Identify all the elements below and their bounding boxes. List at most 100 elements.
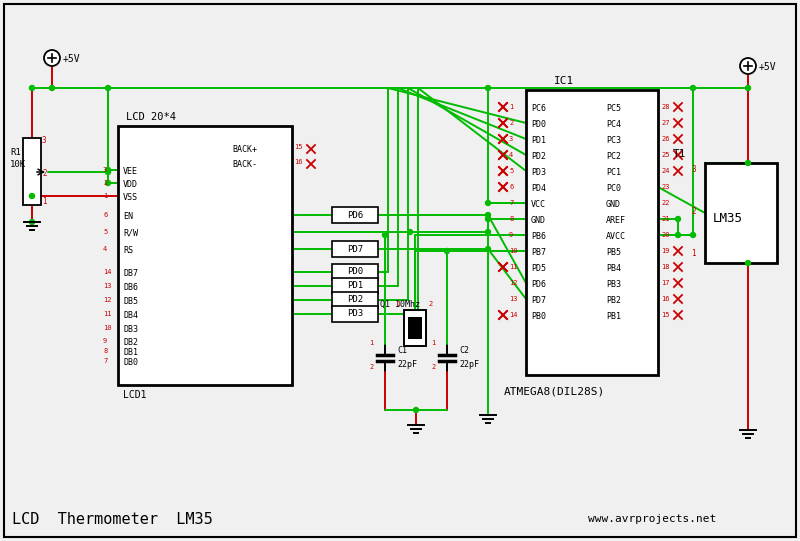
Text: 5: 5 bbox=[103, 229, 107, 235]
Text: R1: R1 bbox=[10, 148, 21, 157]
Bar bbox=[23, 138, 41, 205]
Text: 9: 9 bbox=[103, 338, 107, 344]
Text: PC4: PC4 bbox=[606, 120, 621, 129]
Text: LCD  Thermometer  LM35: LCD Thermometer LM35 bbox=[12, 511, 213, 526]
Text: 27: 27 bbox=[661, 120, 670, 126]
Bar bbox=[332, 264, 378, 280]
Text: 26: 26 bbox=[661, 136, 670, 142]
Text: 17: 17 bbox=[661, 280, 670, 286]
Text: 25: 25 bbox=[661, 152, 670, 158]
Text: LM35: LM35 bbox=[713, 212, 743, 225]
Text: PB1: PB1 bbox=[606, 312, 621, 321]
Circle shape bbox=[382, 233, 387, 237]
Text: 4: 4 bbox=[103, 246, 107, 252]
Text: DB1: DB1 bbox=[123, 348, 138, 357]
Bar bbox=[118, 126, 292, 385]
Text: PD1: PD1 bbox=[347, 281, 363, 291]
Text: PD5: PD5 bbox=[531, 264, 546, 273]
Text: DB3: DB3 bbox=[123, 325, 138, 334]
Text: 11: 11 bbox=[509, 264, 518, 270]
Bar bbox=[332, 306, 378, 322]
Text: 22pF: 22pF bbox=[397, 360, 417, 369]
Text: PD6: PD6 bbox=[347, 210, 363, 220]
Text: 1: 1 bbox=[431, 340, 435, 346]
Text: 14: 14 bbox=[509, 312, 518, 318]
Text: VDD: VDD bbox=[123, 180, 138, 189]
Text: 13: 13 bbox=[509, 296, 518, 302]
Text: 2: 2 bbox=[431, 364, 435, 370]
Text: BACK-: BACK- bbox=[232, 160, 257, 169]
Text: 1: 1 bbox=[509, 104, 514, 110]
Text: Q1 10Mhz: Q1 10Mhz bbox=[380, 300, 420, 309]
Bar bbox=[705, 163, 777, 263]
Text: 19: 19 bbox=[661, 248, 670, 254]
Text: IC1: IC1 bbox=[554, 76, 574, 86]
Text: 8: 8 bbox=[103, 348, 107, 354]
Circle shape bbox=[30, 194, 34, 199]
Text: PC1: PC1 bbox=[606, 168, 621, 177]
Text: 24: 24 bbox=[661, 168, 670, 174]
Text: PB3: PB3 bbox=[606, 280, 621, 289]
Circle shape bbox=[30, 85, 34, 90]
Text: 1: 1 bbox=[103, 193, 107, 199]
Text: 14: 14 bbox=[103, 269, 111, 275]
Text: PD7: PD7 bbox=[531, 296, 546, 305]
Text: PD0: PD0 bbox=[347, 267, 363, 276]
Text: GND: GND bbox=[531, 216, 546, 225]
Circle shape bbox=[740, 58, 756, 74]
Text: LCD1: LCD1 bbox=[123, 390, 146, 400]
Text: PB2: PB2 bbox=[606, 296, 621, 305]
Circle shape bbox=[106, 181, 110, 186]
Circle shape bbox=[746, 261, 750, 266]
Text: +5V: +5V bbox=[63, 54, 81, 64]
Text: PD7: PD7 bbox=[347, 245, 363, 254]
Text: PD2: PD2 bbox=[531, 152, 546, 161]
Text: T1: T1 bbox=[673, 149, 686, 159]
Circle shape bbox=[746, 161, 750, 166]
Text: DB7: DB7 bbox=[123, 269, 138, 278]
Circle shape bbox=[30, 220, 34, 225]
Text: PC2: PC2 bbox=[606, 152, 621, 161]
Bar bbox=[332, 278, 378, 294]
Circle shape bbox=[675, 216, 681, 221]
Text: PD0: PD0 bbox=[531, 120, 546, 129]
Text: 1: 1 bbox=[369, 340, 374, 346]
Text: ATMEGA8(DIL28S): ATMEGA8(DIL28S) bbox=[504, 387, 606, 397]
Text: 6: 6 bbox=[103, 212, 107, 218]
Circle shape bbox=[746, 85, 750, 90]
Text: 12: 12 bbox=[509, 280, 518, 286]
Text: 3: 3 bbox=[691, 165, 696, 174]
Text: 3: 3 bbox=[42, 136, 46, 145]
Circle shape bbox=[690, 85, 695, 90]
Text: 18: 18 bbox=[661, 264, 670, 270]
Text: 1: 1 bbox=[396, 301, 400, 307]
Text: 10: 10 bbox=[509, 248, 518, 254]
Text: +5V: +5V bbox=[759, 62, 777, 72]
Circle shape bbox=[414, 407, 418, 412]
Text: EN: EN bbox=[123, 212, 133, 221]
Circle shape bbox=[486, 213, 490, 217]
Text: PD3: PD3 bbox=[347, 309, 363, 319]
Circle shape bbox=[486, 229, 490, 234]
Bar bbox=[332, 207, 378, 223]
Text: 7: 7 bbox=[509, 200, 514, 206]
Text: PC0: PC0 bbox=[606, 184, 621, 193]
Text: PC6: PC6 bbox=[531, 104, 546, 113]
Text: 22: 22 bbox=[661, 200, 670, 206]
Text: PB6: PB6 bbox=[531, 232, 546, 241]
Text: PD3: PD3 bbox=[531, 168, 546, 177]
Text: 5: 5 bbox=[509, 168, 514, 174]
Circle shape bbox=[675, 233, 681, 237]
Text: 12: 12 bbox=[103, 297, 111, 303]
Bar bbox=[408, 317, 422, 339]
Bar bbox=[332, 292, 378, 308]
Circle shape bbox=[407, 229, 413, 234]
Text: C2: C2 bbox=[459, 346, 469, 355]
Text: VSS: VSS bbox=[123, 193, 138, 202]
Text: 21: 21 bbox=[661, 216, 670, 222]
Text: 11: 11 bbox=[103, 311, 111, 317]
Text: 4: 4 bbox=[509, 152, 514, 158]
Text: 10: 10 bbox=[103, 325, 111, 331]
Text: 13: 13 bbox=[103, 283, 111, 289]
Circle shape bbox=[486, 247, 490, 252]
